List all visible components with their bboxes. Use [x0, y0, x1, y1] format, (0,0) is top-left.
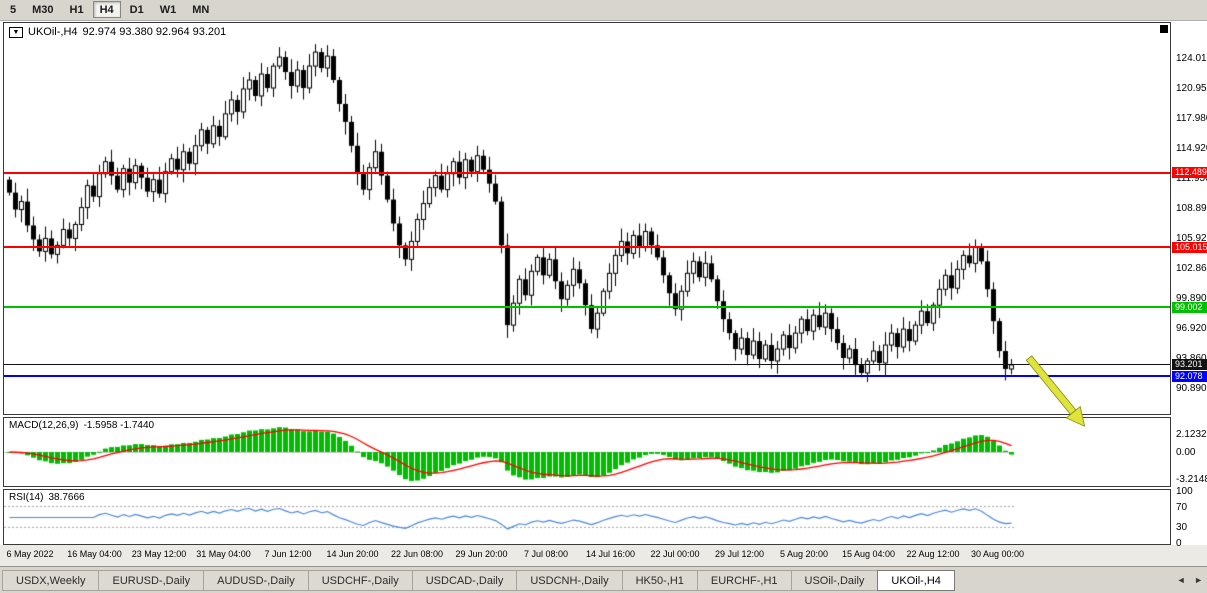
time-axis-label: 22 Jul 00:00: [650, 549, 700, 559]
tab-audusd-daily[interactable]: AUDUSD-,Daily: [203, 570, 309, 591]
price-scale: 124.010 120.950 117.980 114.920 111.950 108.8…: [1172, 22, 1207, 549]
price-axis-label: 102.860: [1176, 263, 1207, 274]
price-axis-label: 124.010: [1176, 53, 1207, 64]
time-axis-label: 30 Aug 00:00: [970, 549, 1025, 559]
timeframe-button-mn[interactable]: MN: [192, 4, 210, 16]
tab-hk50-h1[interactable]: HK50-,H1: [621, 570, 698, 591]
price-badge-92.078: 92.078: [1172, 370, 1207, 382]
horizontal-line-93.201[interactable]: [4, 364, 1170, 366]
price-axis-label: 99.890: [1176, 293, 1207, 304]
timeframe-button-h1[interactable]: H1: [69, 4, 84, 16]
price-axis-label: 96.920: [1176, 323, 1207, 334]
timeframe-button-w1[interactable]: W1: [159, 4, 177, 16]
timeframe-toolbar: 5 M30 H1 H4 D1 W1 MN: [0, 0, 1207, 21]
time-axis-label: 7 Jul 08:00: [523, 549, 569, 559]
rsi-axis-label: 100: [1176, 486, 1193, 497]
time-axis: 6 May 2022 16 May 04:00 23 May 12:00 31 May…: [0, 545, 1207, 566]
rsi-canvas: [4, 490, 1170, 544]
tab-usdx-weekly[interactable]: USDX,Weekly: [2, 570, 100, 591]
price-axis-label: 120.950: [1176, 83, 1207, 94]
time-axis-label: 22 Aug 12:00: [906, 549, 960, 559]
tab-eurusd-daily[interactable]: EURUSD-,Daily: [98, 570, 205, 591]
time-axis-label: 7 Jun 12:00: [264, 549, 312, 559]
timeframe-button-d1[interactable]: D1: [129, 4, 144, 16]
candlestick-canvas[interactable]: [4, 23, 1170, 414]
chart-title: ▼ UKOil-,H4 92.974 93.380 92.964 93.201: [9, 26, 226, 38]
horizontal-line-112.489[interactable]: [4, 171, 1170, 174]
price-axis-label: 93.860: [1172, 353, 1207, 364]
timeframe-button-5[interactable]: 5: [10, 4, 17, 16]
tab-usoil-daily[interactable]: USOil-,Daily: [790, 570, 879, 591]
timeframe-button-m30[interactable]: M30: [32, 4, 54, 16]
rsi-axis-label: 0: [1176, 538, 1182, 549]
macd-axis-label: -3.2148: [1176, 474, 1207, 485]
time-axis-label: 5 Aug 20:00: [779, 549, 829, 559]
horizontal-line-92.078[interactable]: [4, 375, 1170, 378]
time-axis-label: 31 May 04:00: [196, 549, 251, 559]
price-axis-label: 90.890: [1176, 383, 1207, 394]
rsi-panel[interactable]: RSI(14) 38.7666: [3, 489, 1171, 545]
tab-eurchf-h1[interactable]: EURCHF-,H1: [696, 570, 792, 591]
horizontal-line-99.002[interactable]: [4, 306, 1170, 309]
symbol-tabbar: USDX,Weekly EURUSD-,Daily AUDUSD-,Daily USD…: [0, 566, 1207, 593]
price-axis-label: 114.920: [1176, 143, 1207, 154]
tab-usdchf-daily[interactable]: USDCHF-,Daily: [307, 570, 413, 591]
macd-panel[interactable]: MACD(12,26,9) -1.5958 -1.7440: [3, 417, 1171, 487]
price-axis-label: 105.920: [1176, 233, 1207, 244]
chart-title-symbol: UKOil-,H4: [28, 26, 78, 38]
price-axis-label: 117.980: [1176, 113, 1207, 124]
symbol-dropdown-icon[interactable]: ▼: [9, 26, 23, 38]
price-axis-label: 111.950: [1176, 173, 1207, 184]
price-badge-112.489: 112.489: [1172, 167, 1207, 179]
macd-label: MACD(12,26,9) -1.5958 -1.7440: [9, 420, 155, 431]
chart-title-ohlc: 92.974 93.380 92.964 93.201: [82, 26, 227, 38]
rsi-label: RSI(14) 38.7666: [9, 492, 85, 503]
time-axis-label: 16 May 04:00: [67, 549, 122, 559]
tab-usdcnh-daily[interactable]: USDCNH-,Daily: [516, 570, 623, 591]
rsi-axis-label: 30: [1176, 522, 1188, 534]
price-chart-panel[interactable]: ▼ UKOil-,H4 92.974 93.380 92.964 93.201: [3, 22, 1171, 415]
tab-usdcad-daily[interactable]: USDCAD-,Daily: [411, 570, 518, 591]
time-axis-label: 29 Jul 12:00: [714, 549, 765, 559]
tab-ukoil-h4[interactable]: UKOil-,H4: [877, 570, 955, 591]
macd-axis-label: 2.1232: [1176, 429, 1207, 441]
horizontal-line-105.015[interactable]: [4, 246, 1170, 249]
time-axis-label: 15 Aug 04:00: [841, 549, 896, 559]
tabs-scroll-left-icon[interactable]: ◄: [1176, 575, 1186, 585]
macd-canvas: [4, 418, 1170, 486]
time-axis-label: 14 Jun 20:00: [326, 549, 379, 559]
time-axis-label: 23 May 12:00: [131, 549, 187, 559]
rsi-axis-label: 70: [1176, 501, 1188, 513]
time-axis-label: 6 May 2022: [6, 549, 54, 559]
chart-corner-marker: [1160, 25, 1168, 33]
time-axis-label: 14 Jul 16:00: [585, 549, 636, 559]
price-badge-99.002: 99.002: [1172, 301, 1207, 313]
time-axis-label: 22 Jun 08:00: [390, 549, 444, 559]
time-axis-label: 29 Jun 20:00: [455, 549, 508, 559]
price-badge-93.201: 93.201: [1172, 359, 1207, 371]
macd-axis-label: 0.00: [1176, 447, 1196, 458]
price-badge-105.015: 105.015: [1172, 241, 1207, 253]
timeframe-button-h4[interactable]: H4: [92, 1, 121, 18]
tabs-scroll-right-icon[interactable]: ►: [1194, 575, 1203, 585]
price-axis-label: 108.890: [1176, 203, 1207, 214]
